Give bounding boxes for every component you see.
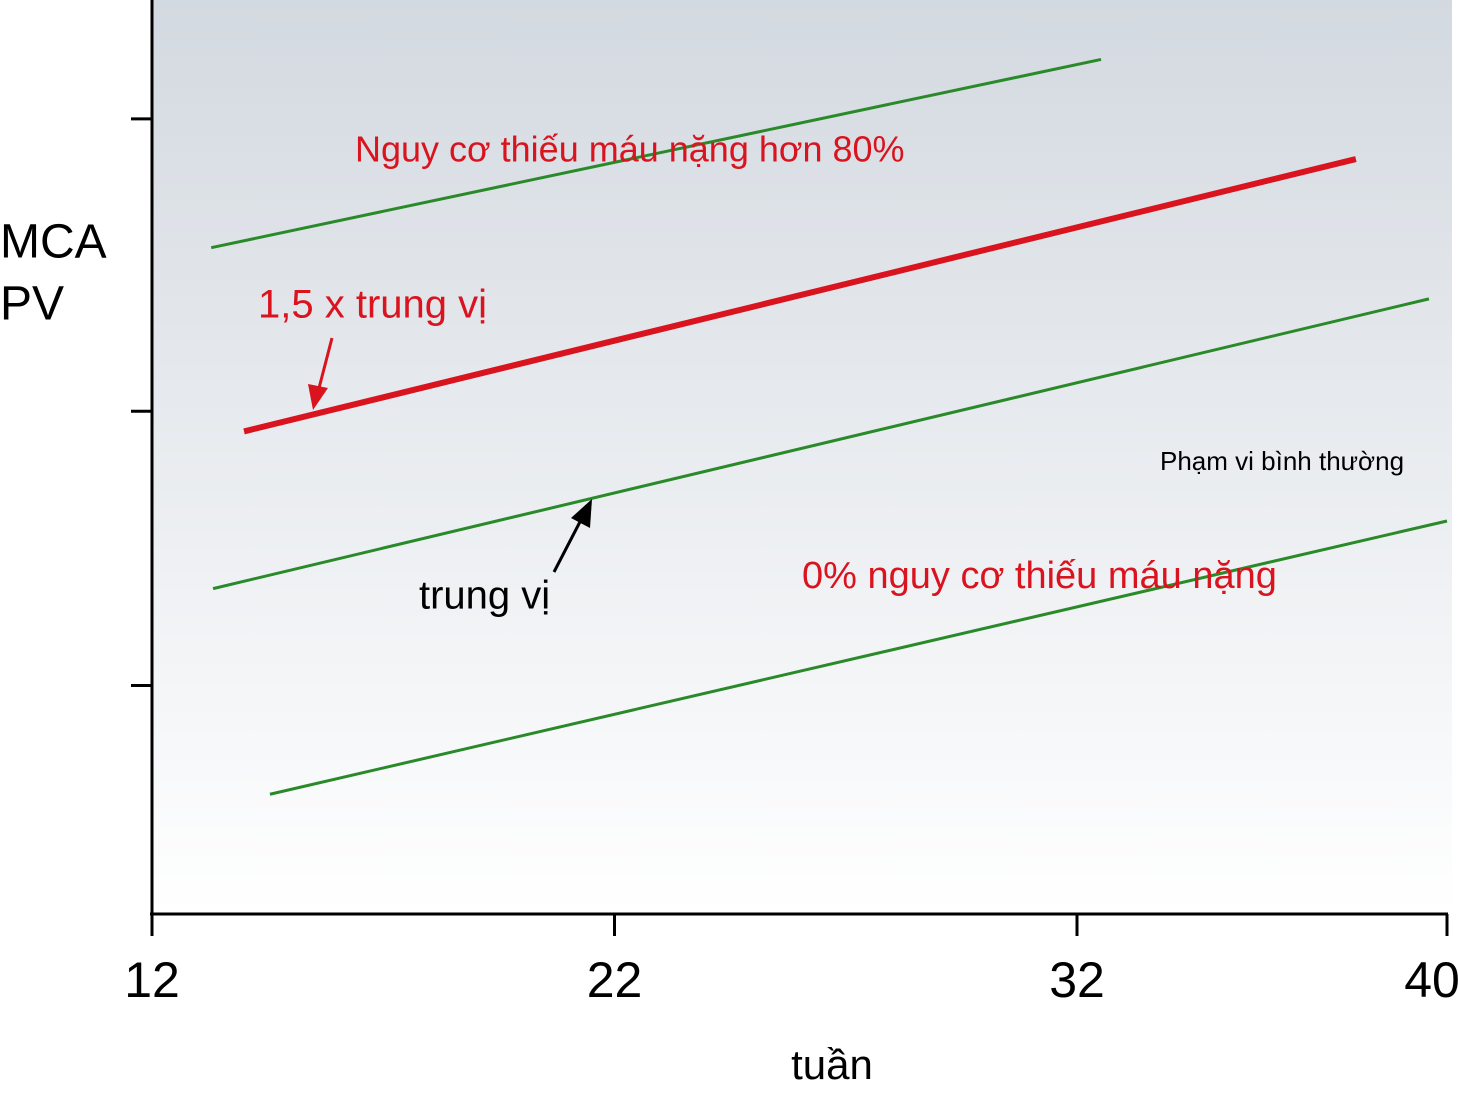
annotation: 1,5 x trung vị xyxy=(258,283,487,327)
line xyxy=(212,297,1430,591)
y-axis-label: PV xyxy=(0,278,64,331)
x-axis-label: tuần xyxy=(791,1041,873,1088)
line xyxy=(210,57,1102,250)
annotation: 0% nguy cơ thiếu máu nặng xyxy=(802,555,1277,597)
line xyxy=(269,519,1448,796)
y-axis-label: MCA xyxy=(0,216,107,269)
annotation: Phạm vi bình thường xyxy=(1160,446,1404,476)
annotation: trung vị xyxy=(419,574,550,618)
annotation: Nguy cơ thiếu máu nặng hơn 80% xyxy=(355,129,905,170)
x-tick-label: 32 xyxy=(1049,952,1105,1008)
x-tick-label: 22 xyxy=(587,952,643,1008)
arrow xyxy=(552,499,592,573)
arrow xyxy=(308,337,334,410)
x-tick-label: 12 xyxy=(124,952,180,1008)
line xyxy=(243,156,1357,435)
x-tick-label: 40 xyxy=(1404,952,1458,1008)
plot-background xyxy=(152,0,1452,914)
